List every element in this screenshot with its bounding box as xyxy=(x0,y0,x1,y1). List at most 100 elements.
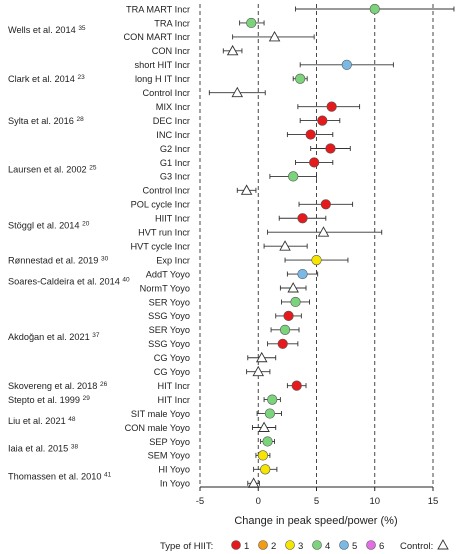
hiit-marker xyxy=(288,171,299,182)
control-marker xyxy=(247,477,260,488)
hiit-marker xyxy=(297,268,308,280)
hiit-marker xyxy=(290,296,301,308)
row-label: HVT run Incr xyxy=(138,228,190,238)
confidence-intervals xyxy=(208,6,455,486)
control-marker xyxy=(317,226,330,237)
hiit-marker xyxy=(279,324,291,335)
row-label: NormT Yoyo xyxy=(140,283,190,293)
study-labels: Wells et al. 2014 35 Clark et al. 2014 23… xyxy=(8,25,130,481)
row-label: MIX Incr xyxy=(156,102,190,112)
control-marker xyxy=(231,86,244,98)
legend-marker xyxy=(258,540,268,550)
study-reference: 37 xyxy=(92,332,100,339)
row-label: Control Incr xyxy=(143,186,191,196)
hiit-marker xyxy=(262,436,273,447)
hiit-marker xyxy=(341,59,352,70)
row-label: INC Incr xyxy=(156,130,190,140)
legend-label: 1 xyxy=(244,541,249,552)
row-label: CG Yoyo xyxy=(154,367,190,377)
legend-label: 2 xyxy=(271,541,276,552)
study-reference: 25 xyxy=(89,165,97,172)
legend-marker xyxy=(366,540,376,550)
study-label: Soares-Caldeira et al. 2014 40 xyxy=(8,276,130,286)
study-label: Wells et al. 2014 35 xyxy=(8,25,86,35)
row-label: HIIT Incr xyxy=(155,214,190,224)
hiit-marker xyxy=(277,338,288,349)
hiit-marker xyxy=(317,115,328,126)
row-label: SIT male Yoyo xyxy=(131,409,190,419)
row-label: SSG Yoyo xyxy=(148,311,190,321)
legend-label: 6 xyxy=(379,541,384,552)
control-marker xyxy=(255,351,268,363)
hiit-marker xyxy=(369,3,380,15)
hiit-marker xyxy=(305,129,316,140)
row-label: DEC Incr xyxy=(153,116,190,126)
x-axis-label: Change in peak speed/power (%) xyxy=(234,515,397,527)
study-label: Akdoğan et al. 2021 37 xyxy=(8,332,100,342)
study-reference: 23 xyxy=(77,74,85,81)
legend-marker xyxy=(231,540,241,550)
control-marker xyxy=(287,282,299,293)
study-label: Thomassen et al. 2010 41 xyxy=(8,472,112,482)
row-label: SER Yoyo xyxy=(149,325,190,335)
reference-lines xyxy=(199,4,434,487)
legend-label: 4 xyxy=(325,541,330,552)
row-labels: TRA MART Incr TRA Incr CON MART Incr CON In… xyxy=(123,4,190,488)
legend-marker xyxy=(312,540,322,550)
hiit-marker xyxy=(320,199,331,210)
x-tick-label: 10 xyxy=(369,496,380,507)
row-label: Control Incr xyxy=(143,88,191,98)
control-marker xyxy=(226,44,239,56)
study-reference: 20 xyxy=(82,221,90,228)
hiit-marker xyxy=(291,380,302,391)
x-tick-label: -5 xyxy=(196,496,204,507)
study-reference: 41 xyxy=(104,472,112,479)
study-label: Laursen et al. 2002 25 xyxy=(8,165,97,175)
hiit-marker xyxy=(325,143,336,154)
row-label: G2 Incr xyxy=(160,144,190,154)
row-label: CG Yoyo xyxy=(154,353,190,363)
hiit-marker xyxy=(283,310,294,322)
legend-marker xyxy=(339,540,349,550)
row-label: POL cycle Incr xyxy=(131,200,190,210)
legend-title: Type of HIIT: xyxy=(160,541,213,552)
row-label: CON Incr xyxy=(152,46,190,56)
hiit-marker xyxy=(246,17,257,29)
hiit-marker xyxy=(309,157,320,168)
legend-label: 3 xyxy=(298,541,303,552)
study-reference: 38 xyxy=(71,444,79,451)
study-label: Iaia et al. 2015 38 xyxy=(8,444,78,454)
study-reference: 29 xyxy=(83,395,91,402)
row-label: TRA Incr xyxy=(154,18,190,28)
hiit-marker xyxy=(295,73,306,84)
row-label: HIT Incr xyxy=(157,395,190,405)
control-marker xyxy=(240,184,253,195)
row-label: HVT cycle Incr xyxy=(130,241,190,251)
x-tick-label: 15 xyxy=(428,496,439,507)
hiit-marker xyxy=(260,464,271,475)
study-reference: 35 xyxy=(78,25,86,32)
hiit-marker xyxy=(267,394,278,405)
control-marker xyxy=(252,365,265,377)
study-label: Skovereng et al. 2018 26 xyxy=(8,381,108,391)
control-marker xyxy=(279,240,291,251)
row-label: HIT Incr xyxy=(157,381,190,391)
legend-marker xyxy=(285,540,295,550)
study-reference: 28 xyxy=(76,116,84,123)
study-label: Sylta et al. 2016 28 xyxy=(8,116,84,126)
hiit-marker xyxy=(326,101,337,112)
legend-control-marker xyxy=(437,539,449,550)
hiit-marker xyxy=(297,213,308,224)
hiit-marker xyxy=(311,255,322,266)
row-label: TRA MART Incr xyxy=(126,4,190,14)
row-label: SSG Yoyo xyxy=(148,339,190,349)
control-marker xyxy=(268,30,281,42)
x-axis-ticks: -5 0 5 10 15 xyxy=(196,487,439,507)
study-reference: 40 xyxy=(122,276,130,283)
row-label: long H IT Incr xyxy=(135,74,190,84)
x-tick-label: 0 xyxy=(256,496,261,507)
row-label: Exp Incr xyxy=(156,255,190,265)
row-label: HI Yoyo xyxy=(158,465,190,475)
effect-markers xyxy=(226,3,380,488)
row-label: CON male Yoyo xyxy=(125,423,190,433)
